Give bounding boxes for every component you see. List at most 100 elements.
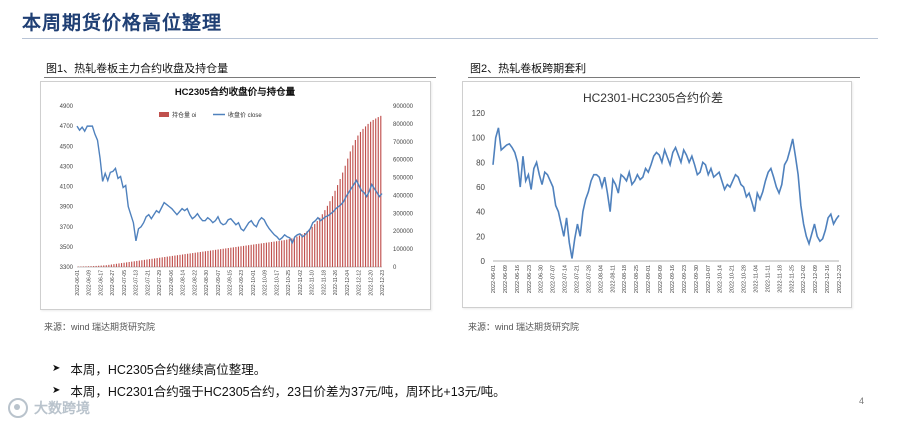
oi-bar	[337, 185, 339, 267]
oi-bar	[235, 246, 237, 267]
x-axis-tick-label: 2022-06-30	[539, 265, 545, 293]
oi-bar	[316, 221, 318, 267]
y-axis-tick-label: 120	[472, 109, 486, 118]
figure-2-panel: HC2301-HC2305合约价差 0 20 40 60 80 100 120 2022-06-…	[462, 81, 852, 308]
oi-bar	[169, 256, 171, 267]
oi-bar	[148, 259, 151, 267]
x-axis-tick-label: 2022-06-01	[75, 270, 81, 296]
left-axis-tick-label: 4500	[60, 144, 74, 150]
oi-bar	[166, 256, 168, 267]
x-axis-tick-label: 2022-08-06	[169, 270, 175, 296]
oi-bar	[113, 264, 115, 267]
figure-1-panel: HC2305合约收盘价与持仓量 持仓量 oi 收盘价 close 3300 3500 37…	[40, 81, 431, 310]
oi-bar	[184, 254, 186, 267]
oi-bar	[270, 241, 273, 267]
oi-bar	[370, 121, 372, 267]
legend-label-close: 收盘价 close	[228, 111, 262, 119]
right-axis-tick-label: 100000	[393, 247, 414, 253]
oi-bar	[291, 238, 293, 267]
oi-bar	[248, 245, 250, 267]
oi-bar	[189, 253, 191, 267]
page-number: 4	[858, 396, 864, 406]
x-axis-tick-label: 2022-09-15	[228, 270, 234, 296]
oi-bar	[339, 178, 341, 267]
oi-bar	[278, 240, 280, 267]
x-axis-tick-label: 2022-11-25	[789, 265, 795, 293]
x-axis-tick-label: 2022-07-14	[563, 265, 569, 293]
x-axis-tick-label: 2022-10-01	[251, 270, 257, 296]
x-axis-tick-label: 2022-08-14	[181, 270, 187, 296]
x-axis-tick-label: 2022-11-18	[321, 270, 327, 295]
y-axis-tick-label: 0	[481, 257, 486, 266]
x-axis-tick-label: 2022-10-17	[274, 270, 280, 296]
x-axis-tick-label: 2022-07-28	[586, 265, 592, 293]
oi-bar	[159, 257, 161, 267]
oi-bar	[194, 252, 196, 267]
oi-bar	[377, 117, 379, 267]
x-axis-tick-label: 2022-11-18	[777, 265, 783, 293]
oi-bar	[273, 241, 275, 267]
x-axis-tick-label: 2022-09-07	[216, 270, 222, 296]
oi-bar	[118, 263, 120, 267]
oi-bar	[87, 266, 90, 267]
oi-bar	[82, 266, 84, 267]
oi-bar	[301, 234, 303, 267]
x-axis-tick-label: 2022-10-21	[730, 265, 736, 293]
oi-bar	[220, 249, 222, 267]
x-axis-tick-label: 2022-07-07	[551, 265, 557, 293]
oi-bar	[309, 229, 311, 267]
right-axis-tick-label: 800000	[393, 122, 414, 128]
oi-bar	[126, 262, 128, 267]
x-axis-tick-label: 2022-10-14	[718, 265, 724, 293]
oi-bar	[380, 115, 382, 267]
chart-title: HC2301-HC2305合约价差	[583, 90, 723, 105]
right-axis-tick-label: 500000	[393, 176, 414, 182]
x-axis-tick-label: 2022-10-25	[286, 270, 292, 296]
oi-bar	[128, 261, 130, 267]
oi-bar	[143, 259, 145, 267]
x-axis-tick-label: 2022-10-09	[263, 270, 269, 296]
oi-bar	[367, 123, 369, 267]
page-title: 本周期货价格高位整理	[22, 13, 223, 34]
left-axis-tick-label: 4100	[60, 185, 74, 191]
x-axis-tick-label: 2022-12-04	[345, 270, 351, 296]
oi-bar	[364, 126, 367, 267]
oi-bar	[321, 214, 323, 267]
x-axis-tick-label: 2022-10-07	[706, 265, 712, 293]
oi-bar	[334, 190, 336, 267]
right-axis-tick-label: 700000	[393, 140, 414, 146]
x-axis-tick-label: 2022-12-16	[825, 265, 831, 293]
oi-bar	[98, 265, 100, 267]
oi-bar	[242, 245, 245, 267]
oi-bar	[222, 248, 224, 267]
x-axis-tick-label: 2022-12-23	[380, 270, 386, 296]
watermark: 大数跨境	[8, 398, 90, 418]
left-axis-tick-label: 4900	[60, 104, 74, 110]
x-axis-tick-label: 2022-12-23	[837, 265, 843, 293]
oi-bar	[240, 246, 242, 267]
oi-bar	[207, 250, 209, 267]
oi-bar	[311, 226, 313, 267]
x-axis-tick-label: 2022-11-02	[298, 270, 304, 295]
x-axis-tick-label: 2022-08-11	[610, 265, 616, 293]
x-axis-tick-label: 2022-06-01	[491, 265, 497, 293]
oi-bar	[296, 236, 298, 267]
close-price-line	[76, 125, 383, 245]
oi-bar	[212, 250, 214, 267]
oi-bar	[90, 266, 92, 267]
oi-bar	[105, 265, 107, 267]
oi-bar	[95, 265, 97, 267]
oi-bar	[151, 258, 153, 267]
left-axis-tick-label: 3500	[60, 245, 74, 251]
oi-bar	[281, 240, 283, 267]
oi-bar	[115, 263, 118, 267]
y-axis-tick-label: 20	[476, 232, 485, 241]
oi-bar	[255, 244, 257, 267]
x-axis-tick-label: 2022-08-04	[598, 265, 604, 293]
watermark-logo-icon	[8, 398, 28, 418]
oi-bar	[306, 231, 308, 267]
right-axis-tick-label: 600000	[393, 158, 414, 164]
bullet-item: ➤ 本周，HC2305合约继续高位整理。	[52, 357, 506, 379]
left-axis-tick-label: 4300	[60, 164, 74, 170]
x-axis-tick-label: 2022-09-23	[682, 265, 688, 293]
